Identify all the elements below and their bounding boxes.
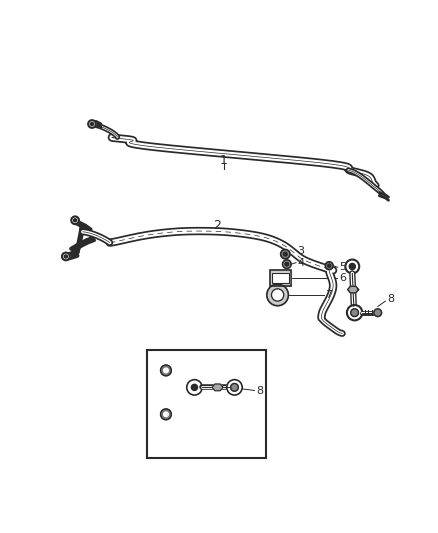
Text: 6: 6 [339,273,346,283]
Circle shape [231,384,238,391]
Circle shape [187,379,202,395]
Circle shape [347,305,362,320]
Text: 2: 2 [214,219,222,232]
Circle shape [88,120,96,128]
Circle shape [267,284,288,306]
Circle shape [161,365,171,376]
Circle shape [161,409,171,419]
Circle shape [74,219,77,222]
Circle shape [62,253,70,260]
Bar [147,350,266,458]
Text: 3: 3 [298,246,304,256]
Circle shape [325,262,333,270]
Text: 7: 7 [325,290,332,300]
Text: 1: 1 [220,154,228,167]
Circle shape [283,252,287,256]
Circle shape [283,260,291,269]
Text: 5: 5 [339,262,346,272]
Circle shape [285,262,289,266]
Text: 4: 4 [298,257,305,268]
Bar [272,273,289,284]
Circle shape [272,289,284,301]
Circle shape [91,123,94,126]
Polygon shape [348,286,358,293]
Circle shape [328,264,331,267]
Circle shape [346,260,359,273]
Circle shape [227,379,242,395]
Circle shape [351,309,358,317]
Bar [270,270,291,286]
Circle shape [164,368,168,373]
Circle shape [191,384,198,391]
Circle shape [64,255,67,258]
Circle shape [164,412,168,417]
Text: 8: 8 [387,294,394,304]
Polygon shape [212,384,223,391]
Circle shape [71,216,79,224]
Circle shape [349,263,355,270]
Text: 8: 8 [256,386,263,396]
Bar [270,270,291,286]
Circle shape [281,249,290,259]
Circle shape [374,309,381,317]
Bar [272,273,289,284]
